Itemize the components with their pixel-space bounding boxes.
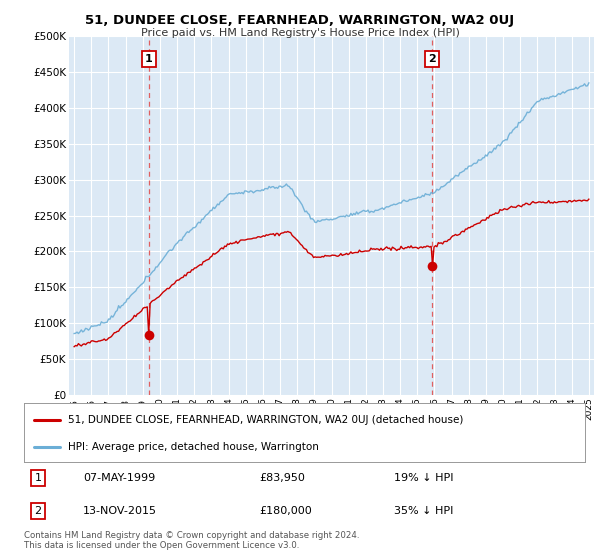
- Text: 13-NOV-2015: 13-NOV-2015: [83, 506, 157, 516]
- Text: 2: 2: [34, 506, 41, 516]
- Text: 1: 1: [35, 473, 41, 483]
- Text: £83,950: £83,950: [260, 473, 305, 483]
- Text: HPI: Average price, detached house, Warrington: HPI: Average price, detached house, Warr…: [68, 442, 319, 452]
- Text: 51, DUNDEE CLOSE, FEARNHEAD, WARRINGTON, WA2 0UJ (detached house): 51, DUNDEE CLOSE, FEARNHEAD, WARRINGTON,…: [68, 414, 463, 424]
- Text: 07-MAY-1999: 07-MAY-1999: [83, 473, 155, 483]
- Text: Contains HM Land Registry data © Crown copyright and database right 2024.
This d: Contains HM Land Registry data © Crown c…: [24, 531, 359, 550]
- Text: 51, DUNDEE CLOSE, FEARNHEAD, WARRINGTON, WA2 0UJ: 51, DUNDEE CLOSE, FEARNHEAD, WARRINGTON,…: [85, 14, 515, 27]
- Text: 19% ↓ HPI: 19% ↓ HPI: [394, 473, 454, 483]
- Text: Price paid vs. HM Land Registry's House Price Index (HPI): Price paid vs. HM Land Registry's House …: [140, 28, 460, 38]
- Text: 2: 2: [428, 54, 436, 64]
- Text: £180,000: £180,000: [260, 506, 313, 516]
- Text: 35% ↓ HPI: 35% ↓ HPI: [394, 506, 454, 516]
- Text: 1: 1: [145, 54, 153, 64]
